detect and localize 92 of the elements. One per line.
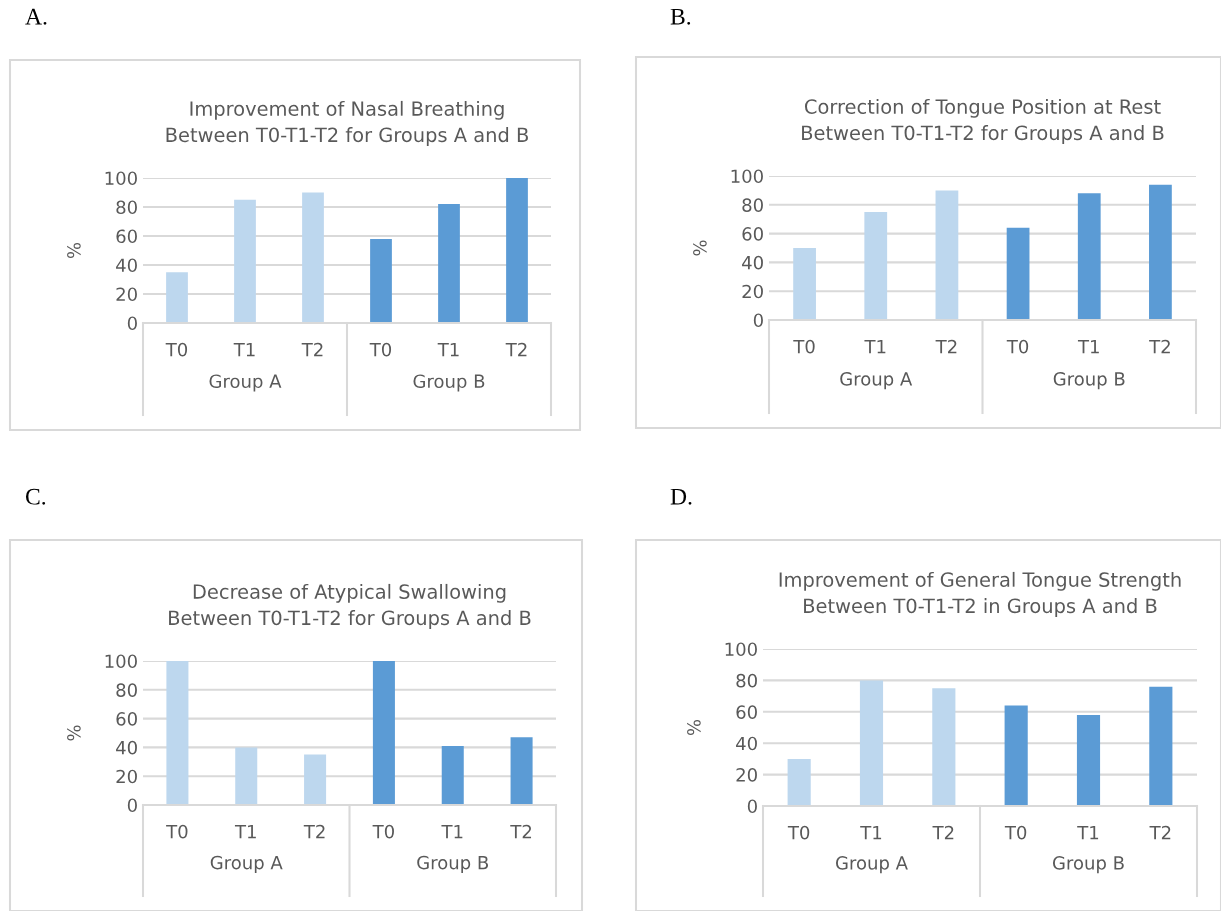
y-tick-label: 40	[736, 736, 757, 751]
y-tick-label: 20	[116, 287, 137, 302]
y-axis-title: %	[67, 725, 81, 741]
y-axis-title: %	[687, 719, 701, 736]
x-tick-label: T1	[437, 343, 459, 357]
x-tick-label: T2	[932, 825, 954, 840]
bar	[935, 190, 959, 320]
y-tick-label: 0	[753, 313, 763, 328]
y-tick-label: 60	[742, 227, 763, 241]
chart-title: Decrease of Atypical Swallowing Between T0-T1-T2 for Groups A and B	[169, 583, 531, 629]
bar	[859, 680, 884, 806]
bar	[1006, 227, 1030, 320]
text: Group A	[835, 856, 908, 874]
y-tick-label: 100	[731, 169, 763, 184]
bar	[441, 745, 464, 805]
y-tick-label: 0	[127, 316, 137, 331]
bar	[302, 192, 324, 323]
y-tick-label: 0	[127, 798, 137, 813]
y-tick-label: 60	[116, 712, 137, 726]
x-tick-label: T2	[1149, 339, 1170, 354]
y-tick-label: 80	[116, 200, 137, 215]
x-tick-label: T1	[1077, 340, 1099, 354]
y-tick-label: 0	[747, 799, 757, 814]
x-tick-label: T0	[369, 342, 392, 357]
y-tick-label: 20	[736, 768, 757, 782]
x-tick-label: T0	[1006, 339, 1029, 354]
y-tick-label: 60	[736, 705, 757, 719]
y-tick-label: 60	[116, 229, 137, 244]
text: Group B	[1053, 372, 1125, 390]
chart-title: Correction of Tongue Position at Rest Between T0-T1-T2 for Groups A and B	[802, 98, 1164, 144]
x-tick-label: T2	[301, 342, 323, 357]
y-tick-label: 100	[725, 642, 757, 657]
x-tick-label: T1	[441, 825, 463, 839]
bar	[510, 737, 533, 805]
x-tick-label: T2	[505, 342, 527, 357]
text: C.	[25, 488, 46, 505]
y-axis-title: %	[693, 240, 707, 256]
text: D.	[670, 488, 692, 505]
text: Group A	[210, 855, 283, 873]
text: Group A	[209, 374, 282, 392]
bar	[234, 199, 256, 323]
y-tick-label: 80	[742, 198, 763, 212]
bar	[235, 747, 258, 805]
x-tick-label: T2	[510, 824, 532, 839]
x-tick-label: T1	[864, 340, 886, 354]
bar	[370, 238, 392, 323]
bar	[1004, 705, 1028, 806]
y-tick-label: 100	[105, 654, 137, 669]
bar	[932, 688, 956, 806]
x-tick-label: T1	[1077, 826, 1099, 840]
x-tick-label: T0	[166, 824, 188, 839]
x-tick-label: T0	[1004, 825, 1027, 840]
bar	[438, 204, 460, 323]
bar	[166, 272, 188, 323]
text: Group B	[417, 855, 489, 873]
y-tick-label: 80	[116, 683, 137, 697]
x-tick-label: T1	[860, 826, 882, 840]
x-tick-label: T2	[1149, 825, 1171, 840]
x-tick-label: T0	[793, 339, 815, 354]
y-tick-label: 20	[742, 284, 763, 299]
y-tick-label: 40	[742, 255, 763, 270]
bar	[864, 212, 888, 320]
y-axis-title: %	[67, 242, 81, 259]
bar	[1149, 686, 1173, 806]
text: A.	[25, 8, 47, 25]
text: Group B	[1052, 856, 1124, 874]
x-tick-label: T0	[787, 825, 810, 840]
x-tick-label: T0	[372, 824, 394, 839]
bar	[304, 754, 327, 805]
y-tick-label: 20	[116, 769, 137, 784]
bar	[1076, 714, 1101, 806]
bar	[166, 661, 189, 805]
bar	[506, 178, 528, 323]
y-tick-label: 80	[736, 673, 757, 688]
text: B.	[670, 8, 691, 25]
y-tick-label: 40	[116, 740, 137, 755]
x-tick-label: T1	[234, 825, 256, 839]
bar	[793, 248, 816, 320]
y-tick-label: 40	[116, 258, 137, 273]
chart-title: Improvement of Nasal Breathing Between T0-T1-T2 for Groups A and B	[166, 100, 528, 146]
y-tick-label: 100	[105, 171, 137, 186]
bar	[1077, 193, 1101, 320]
chart-title: Improvement of General Tongue Strength Between T0-T1-T2 in Groups A and B	[779, 571, 1181, 617]
bar	[787, 758, 811, 806]
x-tick-label: T2	[303, 824, 325, 839]
x-tick-label: T0	[165, 342, 188, 357]
bar	[372, 661, 395, 805]
x-tick-label: T1	[233, 343, 255, 357]
bar	[1149, 184, 1172, 320]
x-tick-label: T2	[935, 339, 957, 354]
text: Group A	[840, 372, 913, 390]
text: Group B	[413, 374, 485, 392]
